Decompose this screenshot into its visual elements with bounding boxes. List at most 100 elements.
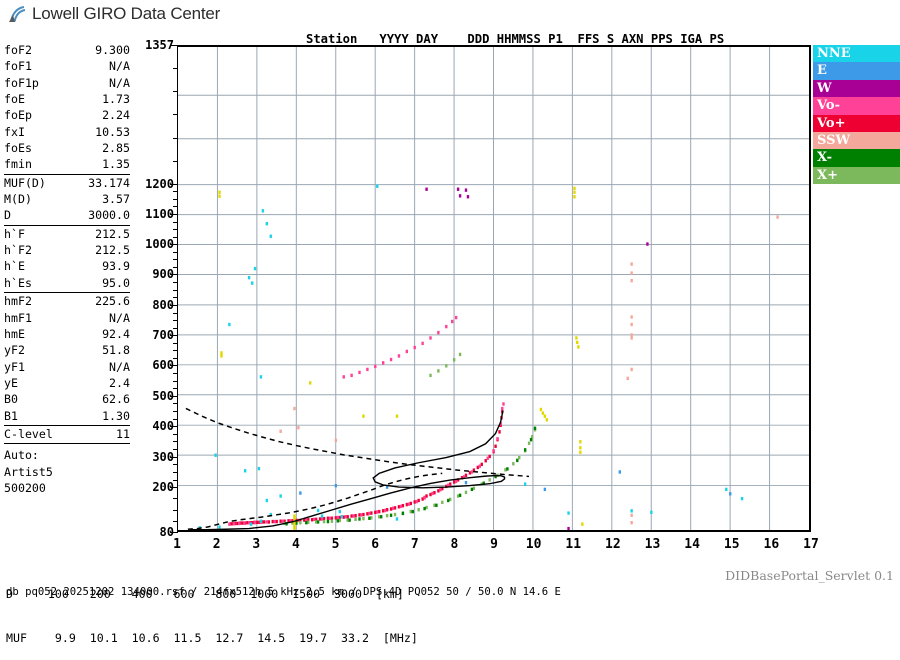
y-tick-minor [173,137,178,139]
param-value: 10.53 [95,124,130,139]
param-row-fof2: foF2 9.300 [4,42,130,58]
y-tick-label-500: 500 [152,388,174,403]
y-tick-minor [173,464,178,466]
param-row-ye: yE 2.4 [4,375,130,391]
y-tick-label-1200: 1200 [145,176,174,191]
y-axis-ticks [170,45,178,533]
y-axis-labels: 80 200 300 400 500 600 700 800 900 1000 1100 1200 13… [130,38,174,539]
y-tick-major [170,365,178,367]
param-group-4: C-level 11 [4,426,130,445]
param-key: foEp [4,108,32,123]
y-tick-minor [173,372,178,374]
y-tick-label-200: 200 [152,480,174,495]
series-x [285,426,537,526]
param-row-hf: h`F 212.5 [4,226,130,242]
x-tick-label-7: 7 [410,537,419,552]
y-tick-minor [173,388,178,390]
param-value: 1.35 [102,157,130,172]
y-tick-minor [173,410,178,412]
x-tick-label-1: 1 [173,537,181,552]
param-key: D [4,208,11,223]
y-tick-minor [173,441,178,443]
plot-data-layer [185,184,779,530]
param-value: 212.5 [95,226,130,241]
param-row-foe: foE 1.73 [4,91,130,107]
y-tick-label-1000: 1000 [145,237,174,252]
param-key: fmin [4,157,32,172]
x-tick-label-13: 13 [644,537,661,552]
param-row-hmf1: hmF1 N/A [4,310,130,326]
y-tick-minor [173,191,178,193]
param-row-fof1p: foF1p N/A [4,75,130,91]
y-tick-minor [173,403,178,405]
x-tick-label-14: 14 [684,537,700,552]
param-row-mufd: MUF(D) 33.174 [4,175,130,191]
legend-item-label: X+ [817,167,838,183]
param-row-hes: h`Es 95.0 [4,275,130,291]
y-tick-major [170,183,178,185]
y-tick-label-700: 700 [152,328,174,343]
autoscaler-line-0: Auto: [4,448,39,463]
param-value: N/A [109,359,130,374]
legend-item-x[interactable]: X- [813,149,900,167]
y-tick-major [170,395,178,397]
f2-trace-solid-curve [189,410,506,530]
param-value: 51.8 [102,343,130,358]
param-key: hmF1 [4,310,32,325]
param-key: C-level [4,426,53,441]
param-row-b0: B0 62.6 [4,391,130,407]
bottom-scale-tables: D 100 200 400 600 800 1000 1500 3000 [km… [6,558,418,660]
param-value: 11 [116,426,130,441]
y-tick-minor [173,289,178,291]
x-tick-label-2: 2 [212,537,221,552]
param-value: 1.73 [102,92,130,107]
param-value: N/A [109,310,130,325]
x-tick-label-17: 17 [803,537,819,552]
param-key: foE [4,92,25,107]
param-value: 3.57 [102,192,130,207]
param-key: hmE [4,326,25,341]
param-key: fxI [4,124,25,139]
param-value: 92.4 [102,326,130,341]
legend-item-e[interactable]: E [813,62,900,80]
param-key: h`F [4,226,25,241]
legend-item-label: Vo+ [817,115,846,131]
legend-item-vo[interactable]: Vo+ [813,114,900,132]
polarization-legend: NNE E W Vo- Vo+ SSW X- X+ [813,45,900,185]
plot-gridlines [178,47,809,530]
series-ssw [279,215,779,525]
param-key: h`E [4,259,25,274]
x-tick-label-3: 3 [252,537,261,552]
param-value: 2.85 [102,141,130,156]
y-tick-minor [173,160,178,162]
legend-item-x[interactable]: X+ [813,166,900,185]
y-tick-minor [173,198,178,200]
brand-title: Lowell GIRO Data Center [32,4,221,23]
y-tick-minor [173,448,178,450]
y-tick-minor [173,206,178,208]
param-value: 225.6 [95,294,130,309]
y-tick-minor [173,357,178,359]
y-tick-minor [173,433,178,435]
param-row-yf2: yF2 51.8 [4,342,130,358]
legend-item-w[interactable]: W [813,79,900,98]
param-key: B0 [4,392,18,407]
y-tick-minor [173,479,178,481]
legend-item-nne[interactable]: NNE [813,45,900,63]
y-tick-minor [173,236,178,238]
y-tick-minor [173,297,178,299]
y-tick-major [170,244,178,246]
y-tick-minor [173,509,178,511]
param-group-0: foF2 9.300 foF1 N/A foF1p N/A foE 1.73 foEp 2.24 f… [4,42,130,175]
y-tick-minor [173,91,178,93]
param-row-b1: B1 1.30 [4,408,130,424]
legend-item-vo[interactable]: Vo- [813,97,900,115]
y-tick-label-1100: 1100 [145,206,174,221]
param-row-yf1: yF1 N/A [4,359,130,375]
legend-item-ssw[interactable]: SSW [813,131,900,150]
y-tick-major [170,426,178,428]
y-tick-minor [173,380,178,382]
ionogram-plot[interactable] [177,45,811,532]
y-tick-major [170,335,178,337]
y-tick-label-400: 400 [152,419,174,434]
